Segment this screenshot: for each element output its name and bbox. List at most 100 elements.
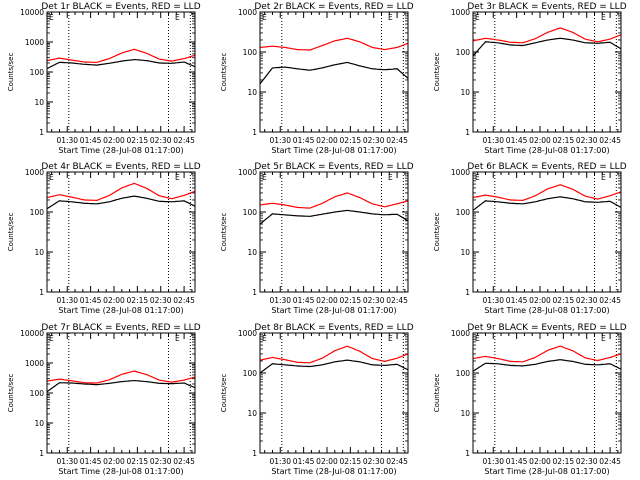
series-line-events — [259, 209, 409, 225]
x-tick-label: 01:45 — [506, 136, 528, 145]
x-tick-label: 01:30 — [269, 457, 291, 466]
x-axis-label: Start Time (28-Jul-08 01:17:00) — [484, 306, 609, 315]
x-tick-label: 01:30 — [269, 136, 291, 145]
x-axis-label: Start Time (28-Jul-08 01:17:00) — [271, 146, 396, 155]
y-tick-label: 10000 — [20, 8, 44, 17]
series-line-events — [472, 37, 622, 57]
y-tick-label: 100 — [30, 68, 45, 77]
series-line-lld — [472, 184, 622, 202]
x-axis-label: Start Time (28-Jul-08 01:17:00) — [484, 146, 609, 155]
x-tick-label: 01:30 — [482, 296, 504, 305]
x-tick-label: 02:00 — [103, 136, 125, 145]
y-tick-label: 100 — [30, 389, 45, 398]
corner-flag-left: E — [475, 334, 480, 343]
x-tick-label: 02:15 — [127, 457, 149, 466]
x-tick-label: 02:45 — [173, 457, 195, 466]
corner-flag-left: E — [49, 13, 54, 22]
y-tick-label: 10 — [34, 419, 44, 428]
x-tick-label: 02:00 — [529, 457, 551, 466]
corner-flag-right: E — [388, 334, 393, 343]
y-tick-label: 1 — [252, 128, 257, 137]
x-tick-label: 01:45 — [293, 296, 315, 305]
chart-panel-9: Det 9r BLACK = Events, RED = LLD Counts/s… — [433, 323, 627, 476]
x-tick-label: 01:30 — [482, 136, 504, 145]
corner-flag-left: E — [475, 173, 480, 182]
y-tick-label: 1000 — [451, 329, 470, 338]
y-tick-label: 10 — [34, 98, 44, 107]
x-tick-label: 02:15 — [127, 296, 149, 305]
x-tick-label: 01:45 — [506, 296, 528, 305]
x-axis-label: Start Time (28-Jul-08 01:17:00) — [271, 306, 396, 315]
y-tick-label: 100 — [456, 208, 471, 217]
chart-title: Det 2r BLACK = Events, RED = LLD — [254, 2, 413, 12]
x-tick-label: 02:30 — [150, 296, 172, 305]
corner-flag-left: E — [262, 173, 267, 182]
x-tick-label: 02:15 — [340, 296, 362, 305]
x-tick-label: 01:30 — [56, 136, 78, 145]
corner-flag-right: E — [388, 13, 393, 22]
chart-panel-4: Det 4r BLACK = Events, RED = LLD Counts/s… — [7, 162, 201, 315]
y-tick-label: 10 — [247, 409, 257, 418]
chart-title: Det 3r BLACK = Events, RED = LLD — [467, 2, 626, 12]
x-tick-label: 02:30 — [576, 296, 598, 305]
y-tick-label: 1000 — [451, 8, 470, 17]
y-tick-label: 100 — [243, 369, 258, 378]
x-tick-label: 02:45 — [386, 457, 408, 466]
y-tick-label: 100 — [30, 208, 45, 217]
plot-frame — [46, 11, 196, 133]
y-tick-label: 10 — [247, 248, 257, 257]
chart-title: Det 9r BLACK = Events, RED = LLD — [467, 323, 626, 333]
x-tick-label: 02:45 — [173, 296, 195, 305]
series-line-events — [259, 359, 409, 374]
x-tick-label: 02:00 — [316, 296, 338, 305]
x-tick-label: 02:00 — [529, 136, 551, 145]
y-tick-label: 1000 — [238, 329, 257, 338]
series-line-events — [46, 195, 196, 210]
x-axis-label: Start Time (28-Jul-08 01:17:00) — [58, 467, 183, 476]
y-tick-label: 10 — [34, 248, 44, 257]
x-tick-label: 02:15 — [553, 296, 575, 305]
x-tick-label: 01:30 — [482, 457, 504, 466]
x-tick-label: 02:45 — [599, 296, 621, 305]
y-axis-label: Counts/sec — [7, 53, 15, 92]
x-tick-label: 01:45 — [80, 296, 102, 305]
x-tick-label: 02:00 — [529, 296, 551, 305]
y-axis-label: Counts/sec — [220, 53, 228, 92]
x-tick-label: 02:30 — [576, 457, 598, 466]
x-tick-label: 01:45 — [506, 457, 528, 466]
chart-panel-5: Det 5r BLACK = Events, RED = LLD Counts/s… — [220, 162, 414, 315]
y-tick-label: 1 — [465, 449, 470, 458]
y-tick-label: 1000 — [451, 168, 470, 177]
chart-title: Det 1r BLACK = Events, RED = LLD — [41, 2, 200, 12]
x-tick-label: 02:30 — [363, 136, 385, 145]
chart-panel-2: Det 2r BLACK = Events, RED = LLD Counts/s… — [220, 2, 414, 155]
x-tick-label: 02:45 — [599, 136, 621, 145]
x-tick-label: 02:15 — [127, 136, 149, 145]
corner-flag-right: E — [601, 173, 606, 182]
x-tick-label: 01:45 — [80, 136, 102, 145]
x-tick-label: 02:30 — [576, 136, 598, 145]
x-tick-label: 01:30 — [56, 457, 78, 466]
corner-flag-left: E — [475, 13, 480, 22]
y-tick-label: 10 — [460, 248, 470, 257]
y-tick-label: 1 — [39, 288, 44, 297]
y-axis-label: Counts/sec — [220, 213, 228, 252]
y-axis-label: Counts/sec — [7, 213, 15, 252]
y-axis-label: Counts/sec — [7, 374, 15, 413]
x-tick-label: 02:15 — [340, 457, 362, 466]
corner-flag-left: E — [49, 334, 54, 343]
chart-panel-1: Det 1r BLACK = Events, RED = LLD Counts/s… — [7, 2, 201, 155]
x-tick-label: 02:00 — [316, 457, 338, 466]
x-tick-label: 02:45 — [386, 136, 408, 145]
x-tick-label: 02:00 — [103, 457, 125, 466]
series-line-lld — [46, 48, 196, 63]
corner-flag-right: E — [175, 173, 180, 182]
y-tick-label: 1 — [252, 288, 257, 297]
x-tick-label: 02:30 — [363, 296, 385, 305]
y-tick-label: 100 — [243, 48, 258, 57]
corner-flag-left: E — [262, 334, 267, 343]
series-line-lld — [472, 27, 622, 44]
x-tick-label: 01:45 — [293, 136, 315, 145]
x-tick-label: 01:45 — [80, 457, 102, 466]
